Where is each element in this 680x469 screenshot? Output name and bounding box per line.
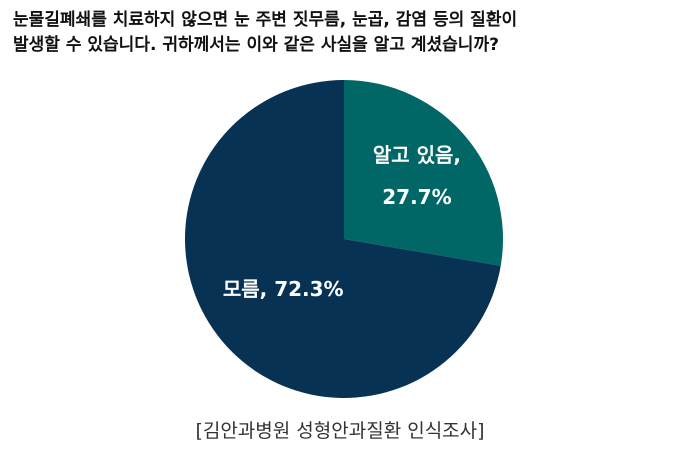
slice-1-label-2: 27.7% (382, 185, 451, 209)
pie-slice-2 (185, 80, 501, 399)
pie-slice-1 (344, 80, 503, 266)
source-caption: [김안과병원 성형안과질환 인식조사] (195, 420, 485, 442)
survey-question: 눈물길폐쇄를 치료하지 않으면 눈 주변 짓무름, 눈곱, 감염 등의 질환이 … (13, 8, 673, 58)
question-line-2: 발생할 수 있습니다. 귀하께서는 이와 같은 사실을 알고 계셨습니까? (13, 35, 499, 55)
slice-2-label-1: 모름, 72.3% (223, 277, 344, 301)
question-line-1: 눈물길폐쇄를 치료하지 않으면 눈 주변 짓무름, 눈곱, 감염 등의 질환이 (13, 10, 518, 30)
slice-1-label-1: 알고 있음, (373, 143, 461, 167)
